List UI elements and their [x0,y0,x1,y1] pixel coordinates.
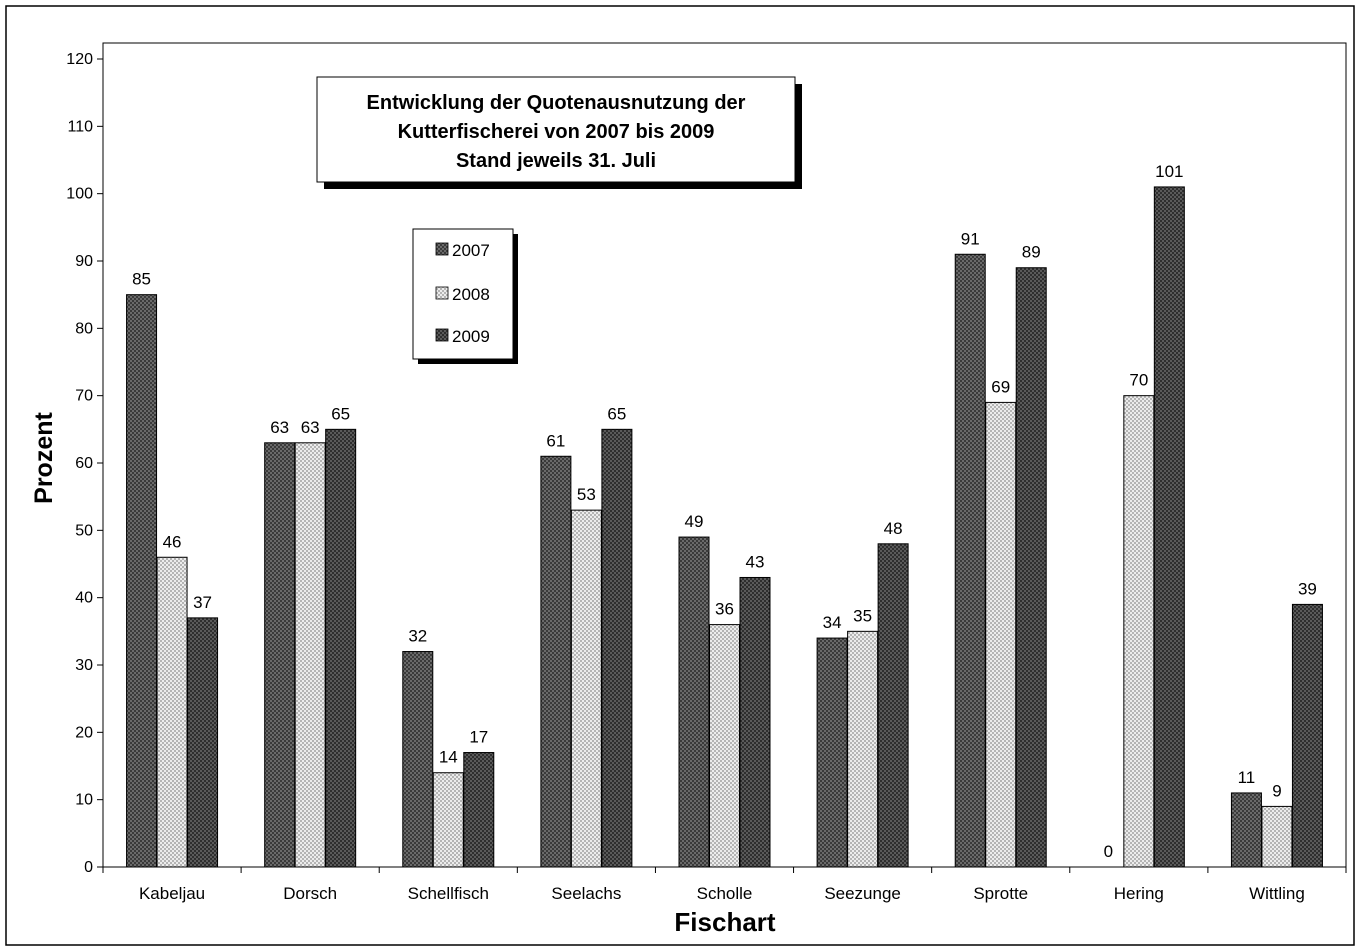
legend-swatch-2009 [435,328,449,342]
data-label-2007-wittling: 11 [1238,768,1256,787]
legend-swatch-2007 [435,242,449,256]
data-label-2008-kabeljau: 46 [163,532,182,551]
bar-2007-kabeljau [126,294,158,868]
x-tick-label: Sprotte [973,884,1028,903]
data-label-2008-hering: 70 [1129,371,1148,390]
x-axis-title: Fischart [674,907,775,937]
y-axis-title: Prozent [30,411,58,503]
chart-title-line-3: Stand jeweils 31. Juli [456,150,656,172]
y-tick-label: 70 [75,388,93,405]
data-label-2007-scholle: 49 [685,512,704,531]
data-label-2009-hering: 101 [1155,162,1183,181]
bar-2009-scholle [739,576,771,868]
x-tick-label: Dorsch [283,884,337,903]
y-tick-label: 20 [75,724,93,741]
x-tick-label: Wittling [1249,884,1305,903]
bar-2009-kabeljau [187,617,219,868]
legend-label-2008: 2008 [452,285,490,304]
bar-2007-dorsch [264,442,296,868]
data-label-2009-sprotte: 89 [1022,243,1041,262]
y-tick-label: 90 [75,253,93,270]
legend-swatch-2008 [435,286,449,300]
bars-group: 85 46 37 63 63 65 32 14 17 61 53 65 49 36 43 34 35 48 91 69… [126,162,1323,868]
x-tick-label: Scholle [697,884,753,903]
y-tick-label: 100 [66,186,93,203]
data-label-2009-schellfisch: 17 [469,728,488,747]
bar-2009-dorsch [325,428,357,868]
data-label-2009-dorsch: 65 [331,404,350,423]
bar-2008-schellfisch [432,772,464,868]
bar-2008-seelachs [570,509,602,868]
bar-2009-seelachs [601,428,633,868]
y-tick-label: 110 [67,118,93,135]
data-label-2008-schellfisch: 14 [439,748,458,767]
chart-title-line-1: Entwicklung der Quotenausnutzung der [367,92,746,114]
y-axis: 0 10 20 30 40 50 60 70 80 90 100 110 120 [66,51,103,876]
y-tick-label: 40 [75,590,93,607]
bar-2008-wittling [1261,805,1293,868]
data-label-2008-sprotte: 69 [991,377,1010,396]
bar-2008-hering [1123,395,1155,868]
y-tick-label: 60 [75,455,93,472]
y-tick-label: 120 [66,51,93,68]
data-label-2007-dorsch: 63 [270,418,289,437]
bar-2007-sprotte [954,253,986,868]
x-tick-label: Kabeljau [139,884,205,903]
data-label-2008-seelachs: 53 [577,485,596,504]
data-label-2008-wittling: 9 [1272,781,1281,800]
bar-2008-kabeljau [156,556,188,868]
legend-label-2007: 2007 [452,241,490,260]
data-label-2008-scholle: 36 [715,600,734,619]
bar-2007-wittling [1230,792,1262,868]
data-label-2007-sprotte: 91 [961,229,980,248]
bar-2009-seezunge [877,543,909,868]
bar-2009-sprotte [1015,267,1047,868]
y-tick-label: 0 [84,859,93,876]
y-tick-label: 30 [75,657,93,674]
y-tick-label: 80 [75,320,93,337]
x-tick-label: Schellfisch [408,884,489,903]
data-label-2009-scholle: 43 [746,552,765,571]
bar-2009-schellfisch [463,752,495,868]
bar-2008-scholle [709,624,740,868]
data-label-2007-seelachs: 61 [546,431,565,450]
bar-2008-seezunge [847,630,879,868]
bar-2007-seelachs [540,455,572,868]
x-tick-label: Seelachs [551,884,621,903]
data-label-2007-kabeljau: 85 [132,270,151,289]
data-label-2007-hering: 0 [1104,842,1113,861]
data-label-2007-schellfisch: 32 [408,627,427,646]
y-tick-label: 10 [75,792,93,809]
data-label-2009-seezunge: 48 [884,519,903,538]
data-label-2009-kabeljau: 37 [193,593,212,612]
bar-2008-dorsch [294,442,326,868]
data-label-2009-seelachs: 65 [607,404,626,423]
legend: 2007 2008 2009 [412,228,518,364]
bar-2007-seezunge [816,637,848,868]
bar-2009-hering [1153,186,1185,868]
legend-label-2009: 2009 [452,327,490,346]
bar-2008-sprotte [985,401,1017,868]
chart-title-box: Entwicklung der Quotenausnutzung der Kut… [316,76,802,189]
data-label-2009-wittling: 39 [1298,579,1317,598]
y-tick-label: 50 [75,522,93,539]
data-label-2008-dorsch: 63 [301,418,320,437]
chart-title-line-2: Kutterfischerei von 2007 bis 2009 [398,121,715,143]
data-label-2008-seezunge: 35 [853,606,872,625]
bar-2007-scholle [678,536,710,868]
x-tick-label: Hering [1114,884,1164,903]
data-label-2007-seezunge: 34 [823,613,842,632]
bar-2009-wittling [1291,603,1323,868]
bar-2007-schellfisch [402,651,434,868]
x-axis: Kabeljau Dorsch Schellfisch Seelachs Scholle… [102,867,1347,903]
x-tick-label: Seezunge [824,884,901,903]
